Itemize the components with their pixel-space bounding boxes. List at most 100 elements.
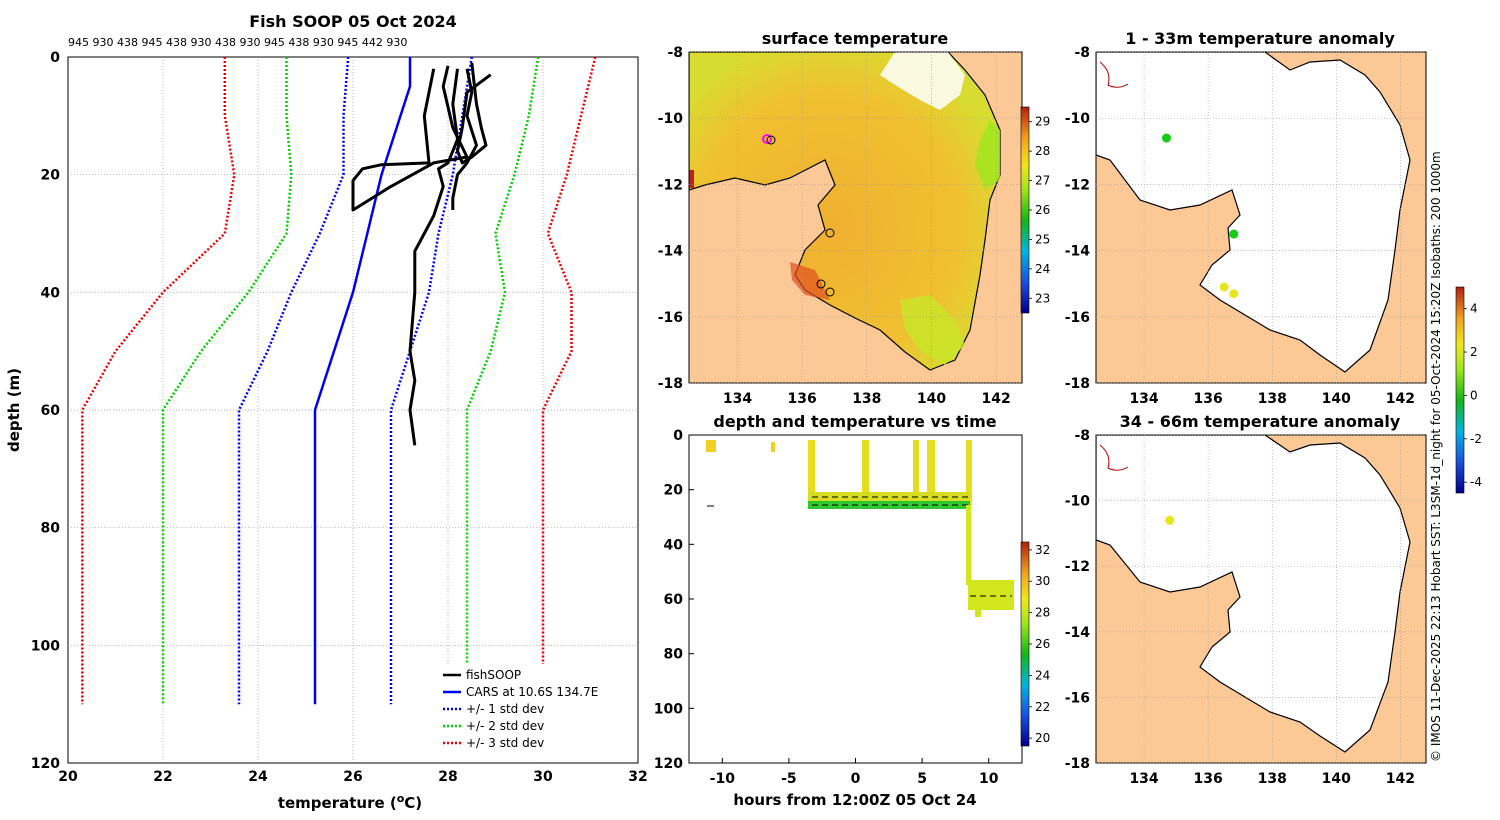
time-track-drop [927,440,935,506]
y-tick-label: -10 [1065,111,1091,127]
y-tick-label: -8 [1074,428,1090,444]
anomaly-deep-map [1096,435,1411,753]
series-line [465,56,540,705]
time-track-early [771,442,775,452]
y-tick-label: 20 [664,483,684,499]
x-tick-label: 28 [438,769,457,785]
legend-label-1std: +/- 1 std dev [466,702,544,716]
anomaly-shallow-points [1161,133,1239,299]
profile-title: Fish SOOP 05 Oct 2024 [249,12,457,31]
profile-subtitle: 945 930 438 945 438 930 438 930 945 438 … [68,36,407,49]
time-track-drop [862,440,869,506]
y-tick-label: 100 [654,701,683,717]
sst-x-ticks: 134 136 138 140 142 [723,52,1011,407]
profile-x-ticks: 20 22 24 26 28 30 32 [58,769,647,785]
gulf-water-deep [1096,435,1411,753]
legend-label-cars: CARS at 10.6S 134.7E [466,685,598,699]
sst-map [689,52,1001,371]
x-tick-label: 140 [917,391,946,407]
x-tick-label: 134 [1129,771,1158,787]
anomaly-deep-x-ticks: 134 136 138 140 142 [1129,435,1415,787]
time-panel: depth and temperature vs time -10 -5 0 5 10 … [654,412,1051,809]
y-tick-label: 0 [50,50,60,66]
isobath-line [1099,61,1129,88]
x-tick-label: 0 [851,771,861,787]
y-tick-label: 60 [41,403,61,419]
colorbar-tick-label: 22 [1035,700,1050,714]
x-tick-label: 138 [1258,391,1287,407]
anomaly-shallow-x-ticks: 134 136 138 140 142 [1129,52,1415,407]
series-line [81,57,236,705]
y-tick-label: 120 [654,756,683,772]
colorbar-tick-label: 32 [1035,543,1050,557]
sst-warm-patch [790,262,830,300]
profile-x-label: temperature (oC) [278,792,422,812]
colorbar-tick-label: -2 [1470,432,1482,446]
sst-warm-edge [689,170,694,188]
sst-colorbar-ticks: 29 28 27 26 25 24 23 [1029,115,1050,305]
colorbar-tick-label: 28 [1035,144,1050,158]
time-tracks [706,440,1014,617]
sst-cool-patch [975,120,1000,190]
profile-y-label: depth (m) [5,368,23,452]
y-tick-label: -12 [1065,559,1090,575]
anomaly-deep-title: 34 - 66m temperature anomaly [1120,412,1401,431]
x-tick-label: 136 [788,391,817,407]
x-tick-label: -10 [710,771,736,787]
x-tick-label: 30 [533,769,553,785]
sst-y-ticks: -8 -10 -12 -14 -16 -18 [658,45,1022,392]
anomaly-shallow-y-ticks: -8 -10 -12 -14 -16 -18 [1065,45,1426,392]
x-tick-label: 142 [1386,771,1415,787]
time-track-bottom-cool [808,501,970,509]
series-line [389,56,474,705]
x-tick-label: 140 [1322,771,1351,787]
sst-site-marker [825,228,835,238]
x-tick-label: 26 [343,769,362,785]
profile-legend: fishSOOP CARS at 10.6S 134.7E +/- 1 std … [438,664,636,760]
x-tick-label: 136 [1194,771,1223,787]
time-y-ticks: 0 20 40 60 80 100 120 [654,428,694,772]
y-tick-label: -16 [658,310,683,326]
x-tick-label: 136 [1194,391,1223,407]
y-tick-label: -14 [1065,625,1091,641]
isobath-line [1099,444,1129,471]
sst-colorbar [1020,106,1030,314]
time-colorbar [1020,541,1030,747]
colorbar-tick-label: 24 [1035,668,1050,682]
colorbar-tick-label: 28 [1035,606,1050,620]
anomaly-deep-points [1165,515,1175,525]
time-track-bottom [808,492,970,502]
time-track-drop [913,440,919,506]
footer-credit: © IMOS 11-Dec-2025 22:13 Hobart SST: L3S… [1429,151,1443,762]
y-tick-label: 60 [664,592,684,608]
anomaly-deep-y-ticks: -8 -10 -12 -14 -16 -18 [1065,428,1426,772]
anomaly-point [1229,289,1239,299]
time-x-label: hours from 12:00Z 05 Oct 24 [733,791,976,809]
x-tick-label: 5 [917,771,927,787]
x-tick-label: 22 [153,769,172,785]
y-tick-label: -18 [658,376,683,392]
y-tick-label: 40 [41,285,61,301]
colorbar-tick-label: 0 [1470,388,1478,402]
x-tick-label: 142 [982,391,1011,407]
colorbar-tick-label: 29 [1035,115,1050,129]
profile-series [81,56,597,705]
sst-vessel-marker [762,134,772,144]
x-tick-label: 32 [628,769,647,785]
colorbar-tick-label: 20 [1035,731,1050,745]
colorbar-tick-label: 2 [1470,345,1478,359]
colorbar-tick-label: 26 [1035,203,1050,217]
colorbar-tick-label: 25 [1035,232,1050,246]
x-tick-label: 134 [1129,391,1158,407]
y-tick-label: 100 [31,638,60,654]
profile-y-ticks: 0 20 40 60 80 100 120 [31,50,60,772]
colorbar-tick-label: 26 [1035,637,1050,651]
y-tick-label: 0 [673,428,683,444]
anomaly-point [1229,229,1239,239]
series-line [408,68,459,446]
sst-panel: surface temperature 134 136 138 140 142 -8 -1… [658,29,1051,407]
colorbar-tick-label: -4 [1470,475,1482,489]
x-tick-label: 138 [1258,771,1287,787]
colorbar-tick-label: 30 [1035,574,1050,588]
